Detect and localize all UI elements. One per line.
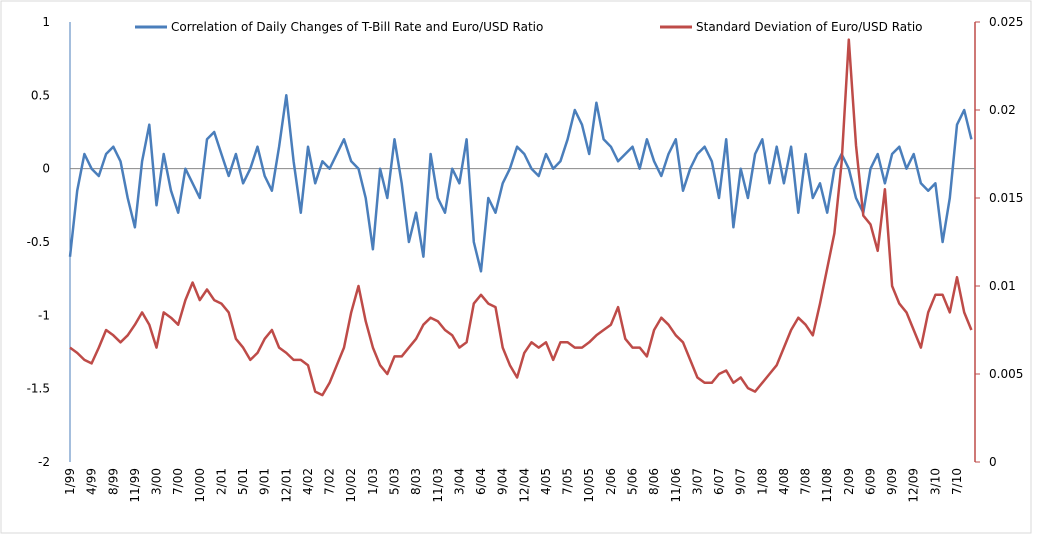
y-tick-label: 1 [42,15,50,29]
x-tick-label: 4/05 [539,468,553,495]
x-tick-label: 7/02 [323,468,337,495]
x-tick-label: 2/06 [604,468,618,495]
series-line [69,38,973,397]
x-tick-label: 9/01 [258,468,272,495]
x-tick-label: 4/02 [301,468,315,495]
y2-tick-label: 0.01 [989,279,1016,293]
x-tick-label: 8/03 [409,468,423,495]
x-tick-label: 3/07 [690,468,704,495]
x-tick-label: 8/99 [106,468,120,495]
x-tick-label: 3/10 [928,468,942,495]
legend-label: Correlation of Daily Changes of T-Bill R… [171,20,543,34]
y2-tick-label: 0.02 [989,103,1016,117]
x-tick-label: 2/01 [214,468,228,495]
x-tick-label: 9/04 [496,468,510,495]
x-tick-label: 1/99 [63,468,77,495]
x-tick-label: 10/00 [193,468,207,503]
x-tick-label: 4/99 [85,468,99,495]
y2-tick-label: 0 [989,455,997,469]
y2-tick-label: 0.025 [989,15,1023,29]
x-tick-label: 12/09 [907,468,921,503]
y-tick-label: -2 [38,455,50,469]
y-tick-label: -1.5 [27,382,50,396]
x-tick-label: 7/10 [950,468,964,495]
x-tick-label: 6/09 [863,468,877,495]
x-tick-label: 5/03 [388,468,402,495]
x-tick-label: 10/05 [582,468,596,503]
x-tick-label: 1/03 [366,468,380,495]
x-tick-label: 3/00 [150,468,164,495]
x-tick-label: 10/02 [344,468,358,503]
x-tick-label: 7/08 [799,468,813,495]
x-tick-label: 11/03 [431,468,445,503]
y-tick-label: 0.5 [31,88,50,102]
x-tick-label: 5/06 [625,468,639,495]
x-tick-label: 12/01 [279,468,293,503]
x-tick-label: 2/09 [842,468,856,495]
y-tick-label: 0 [42,162,50,176]
series-line [68,94,973,273]
y2-tick-label: 0.015 [989,191,1023,205]
y2-tick-label: 0.005 [989,367,1023,381]
x-tick-label: 3/04 [452,468,466,495]
x-tick-label: 1/08 [755,468,769,495]
x-tick-label: 6/04 [474,468,488,495]
x-tick-label: 7/05 [561,468,575,495]
x-tick-label: 5/01 [236,468,250,495]
x-tick-label: 12/04 [517,468,531,503]
x-tick-label: 4/08 [777,468,791,495]
x-tick-label: 8/06 [647,468,661,495]
legend-label: Standard Deviation of Euro/USD Ratio [696,20,923,34]
x-tick-label: 9/09 [885,468,899,495]
x-tick-label: 9/07 [734,468,748,495]
x-tick-label: 11/99 [128,468,142,503]
x-tick-label: 6/07 [712,468,726,495]
x-tick-label: 11/08 [820,468,834,503]
y-tick-label: -1 [38,308,50,322]
x-tick-label: 11/06 [669,468,683,503]
y-tick-label: -0.5 [27,235,50,249]
x-tick-label: 7/00 [171,468,185,495]
